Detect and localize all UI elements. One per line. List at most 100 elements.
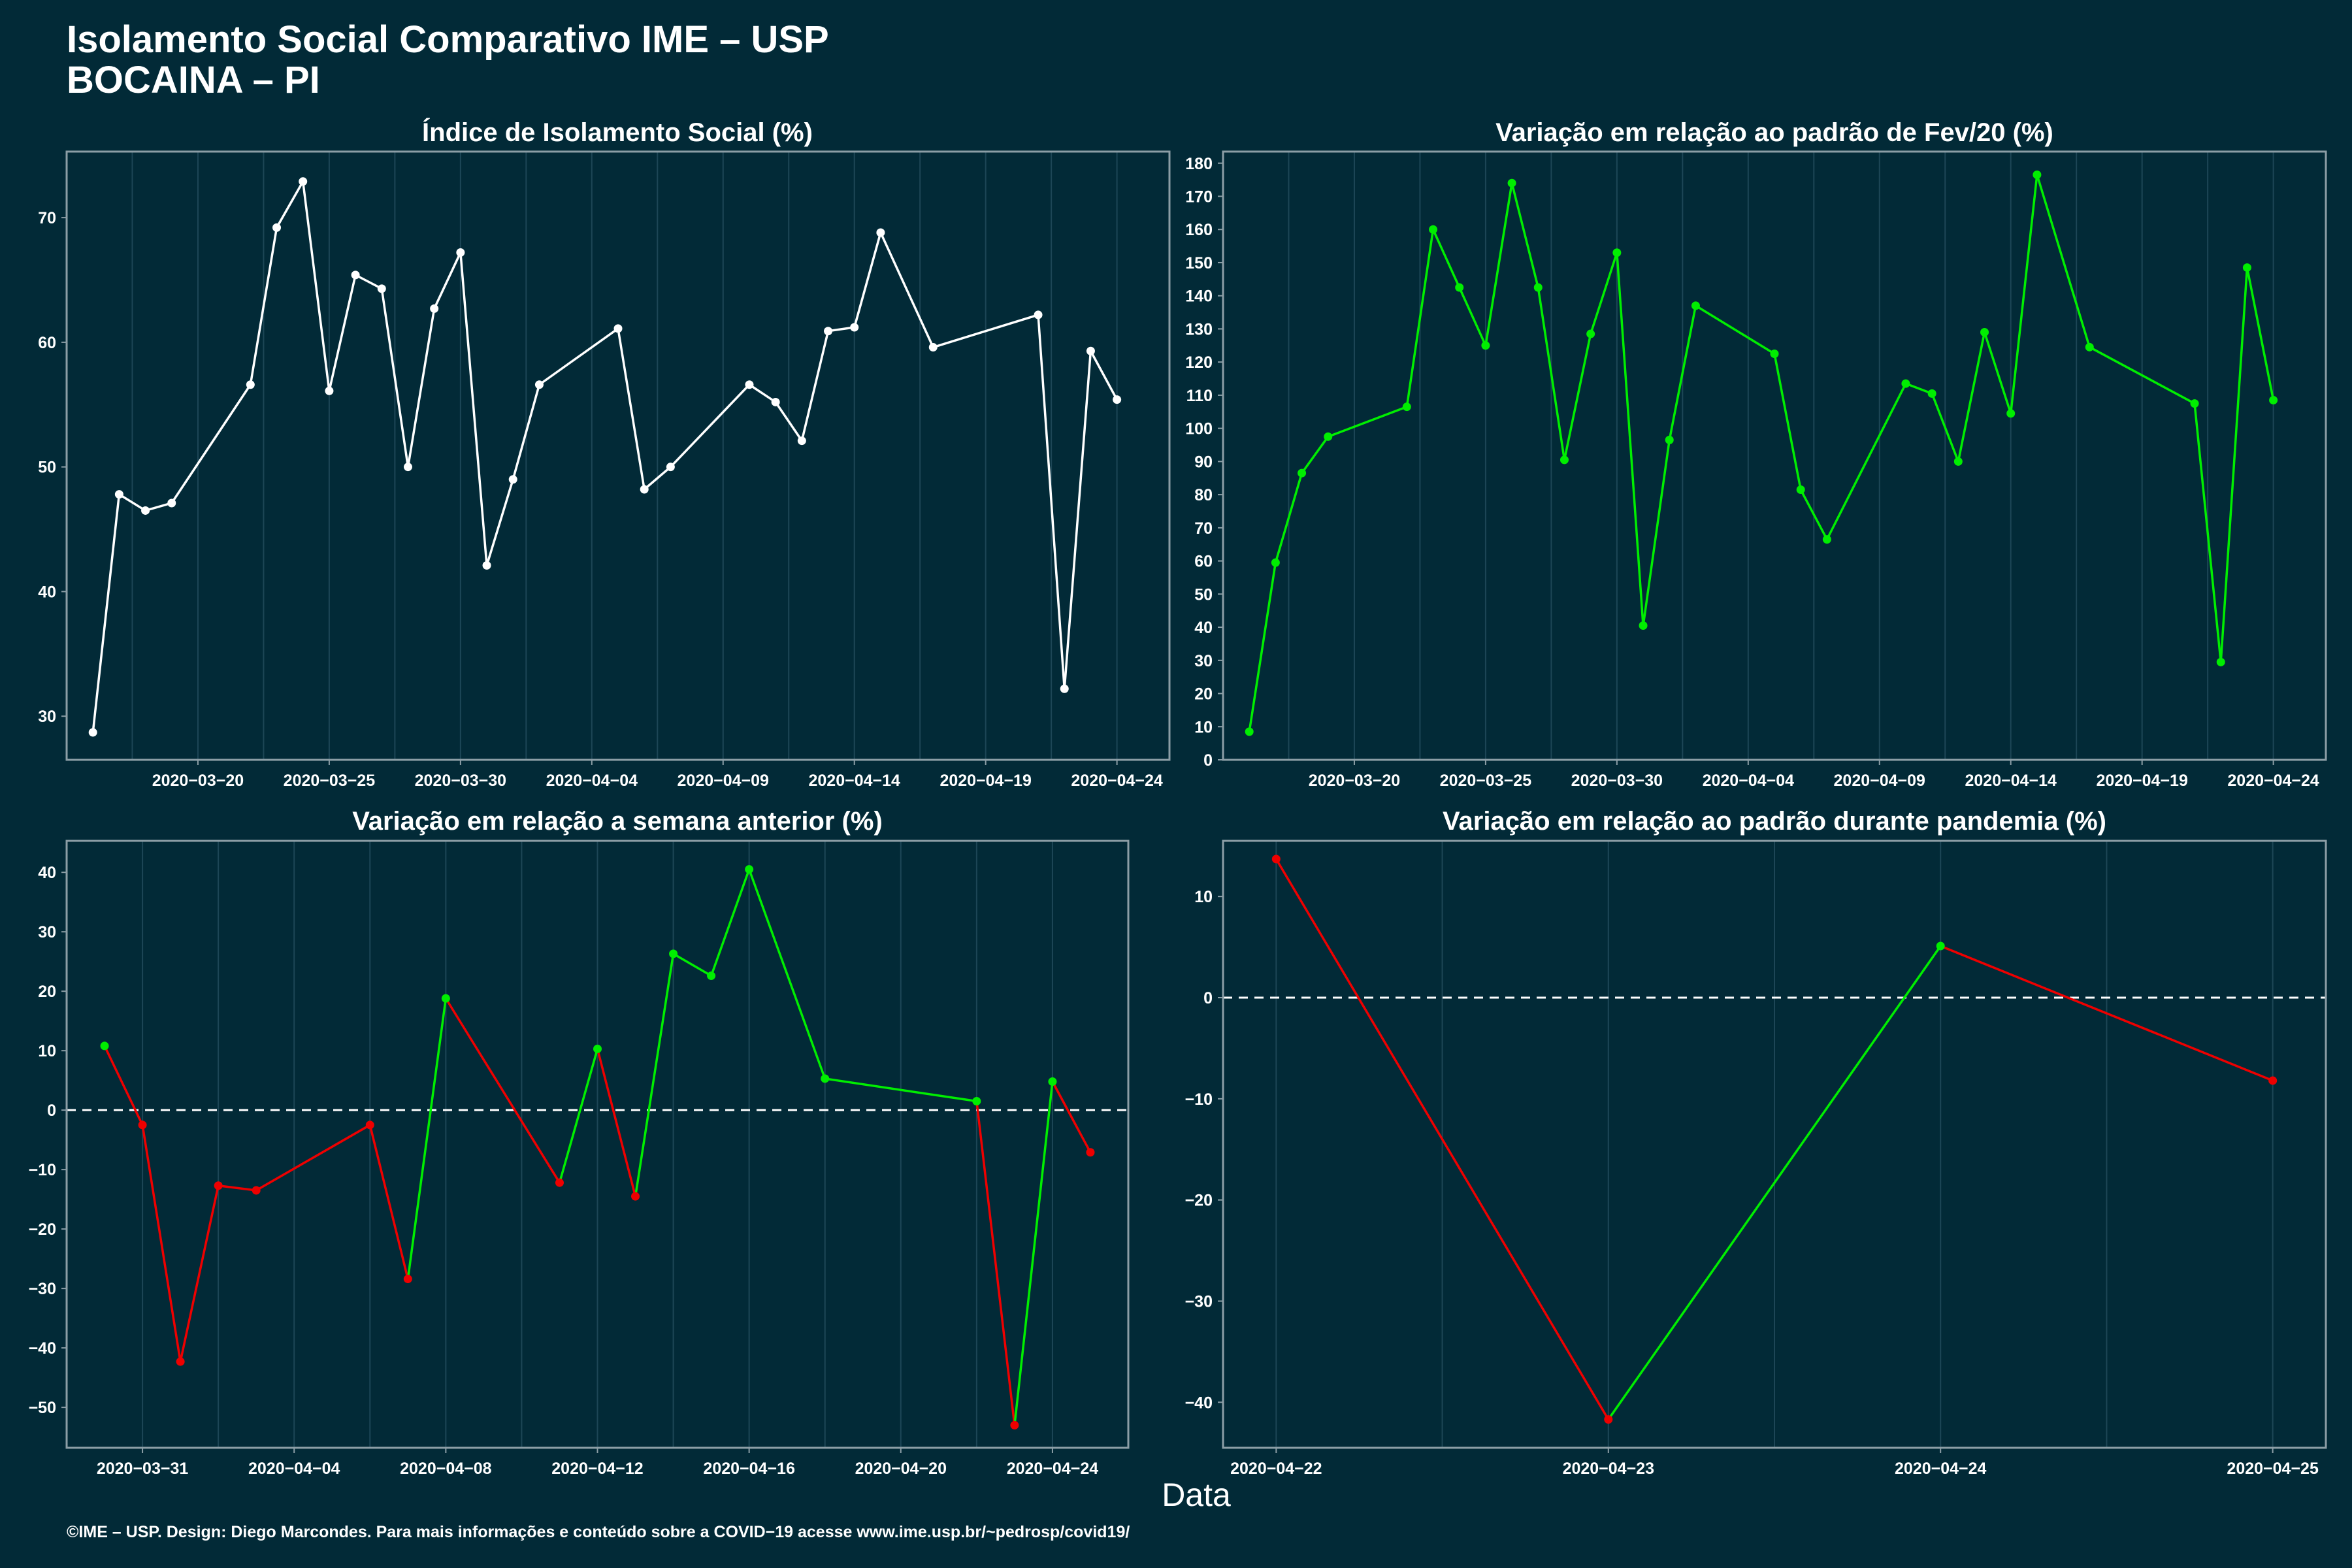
y-tick-label: 30	[1194, 652, 1213, 670]
y-tick-label: −40	[29, 1339, 56, 1358]
series-segment	[669, 384, 751, 468]
x-tick-label: 2020−04−14	[1965, 772, 2057, 790]
data-point	[1245, 727, 1254, 736]
x-tick-label: 2020−03−25	[1440, 772, 1532, 790]
y-tick-label: −30	[1185, 1292, 1213, 1311]
series-segment	[1668, 304, 1697, 442]
data-point	[1271, 855, 1281, 864]
series-segment	[643, 465, 672, 491]
panel-variation-pandemic-pattern: Variação em relação ao padrão durante pa…	[1185, 807, 2327, 1478]
data-point	[456, 248, 465, 257]
data-point	[1927, 389, 1936, 398]
series-segment	[1642, 438, 1671, 627]
data-point	[2269, 396, 2278, 405]
y-tick-label: 150	[1185, 254, 1213, 272]
series-segment	[748, 384, 777, 404]
series-segment	[538, 327, 619, 386]
series-segment	[1563, 333, 1592, 461]
y-tick-label: −10	[1185, 1090, 1213, 1109]
data-point	[246, 380, 255, 389]
series-segment	[2193, 402, 2222, 664]
y-tick-label: 0	[1203, 751, 1213, 770]
data-point	[850, 323, 859, 332]
data-point	[482, 561, 491, 570]
series-segment	[1484, 182, 1513, 347]
x-tick-label: 2020−04−24	[1007, 1460, 1099, 1478]
x-tick-label: 2020−04−14	[808, 772, 900, 790]
series-segment	[1957, 331, 1986, 463]
data-point	[707, 972, 716, 981]
data-point	[1010, 1420, 1019, 1429]
data-point	[2190, 399, 2199, 408]
x-tick-label: 2020−04−24	[1895, 1460, 1987, 1478]
data-point	[299, 177, 308, 186]
series-segment	[255, 1124, 372, 1192]
data-point	[1402, 402, 1411, 412]
y-tick-label: 60	[1194, 553, 1213, 571]
series-segment	[118, 493, 147, 512]
y-tick-label: 130	[1185, 320, 1213, 338]
y-tick-label: 140	[1185, 287, 1213, 306]
series-segment	[380, 287, 410, 468]
data-point	[1429, 225, 1438, 234]
y-tick-label: 10	[38, 1042, 56, 1060]
data-point	[666, 463, 675, 472]
series-segment	[2246, 266, 2275, 402]
y-tick-label: 20	[38, 983, 56, 1001]
data-point	[272, 223, 282, 232]
x-tick-label: 2020−04−24	[1071, 772, 1163, 790]
data-point	[745, 865, 754, 874]
data-point	[1034, 310, 1043, 319]
y-tick-label: 30	[38, 708, 56, 726]
data-point	[1086, 346, 1095, 355]
main-title-line1: Isolamento Social Comparativo IME – USP	[67, 18, 829, 61]
data-point	[876, 228, 885, 237]
series-segment	[932, 314, 1039, 349]
x-tick-label: 2020−04−04	[546, 772, 638, 790]
y-tick-label: 80	[1194, 486, 1213, 504]
series-segment	[512, 384, 541, 481]
series-segment	[617, 327, 645, 491]
data-point	[1060, 684, 1069, 693]
y-tick-label: 100	[1185, 420, 1213, 438]
series-segment	[1275, 858, 1610, 1421]
y-tick-label: 70	[1194, 519, 1213, 538]
data-point	[593, 1044, 602, 1053]
y-tick-label: 70	[38, 209, 56, 227]
series-segment	[171, 384, 252, 504]
series-segment	[1983, 331, 2012, 415]
y-tick-label: 90	[1194, 453, 1213, 471]
series-segment	[1799, 488, 1829, 541]
data-point	[351, 270, 360, 280]
data-point	[972, 1097, 981, 1106]
plot-area	[1223, 152, 2326, 760]
panel-border	[1222, 150, 2327, 761]
x-tick-label: 2020−03−30	[415, 772, 506, 790]
data-point	[1048, 1077, 1057, 1086]
series-segment	[1616, 251, 1644, 627]
data-point	[1507, 178, 1516, 188]
data-point	[138, 1120, 147, 1130]
data-point	[1604, 1415, 1613, 1424]
series-segment	[144, 502, 173, 512]
data-point	[1901, 379, 1910, 388]
data-point	[2085, 342, 2094, 351]
data-point	[1113, 395, 1122, 404]
series-segment	[975, 1100, 1016, 1427]
data-point	[1980, 328, 1989, 337]
y-tick-label: 180	[1185, 155, 1213, 173]
series-segment	[1063, 350, 1092, 691]
series-segment	[1300, 435, 1330, 474]
data-point	[2268, 1076, 2278, 1085]
y-tick-label: 10	[1194, 888, 1213, 906]
y-tick-label: 50	[1194, 585, 1213, 604]
panel-border	[1222, 840, 2327, 1449]
y-tick-label: −20	[29, 1220, 56, 1239]
series-segment	[2009, 173, 2038, 415]
main-title-line2: BOCAINA – PI	[67, 59, 320, 101]
x-tick-label: 2020−04−09	[678, 772, 769, 790]
data-point	[555, 1178, 564, 1187]
x-tick-label: 2020−04−04	[248, 1460, 340, 1478]
series-segment	[368, 1124, 410, 1281]
series-segment	[354, 274, 384, 290]
